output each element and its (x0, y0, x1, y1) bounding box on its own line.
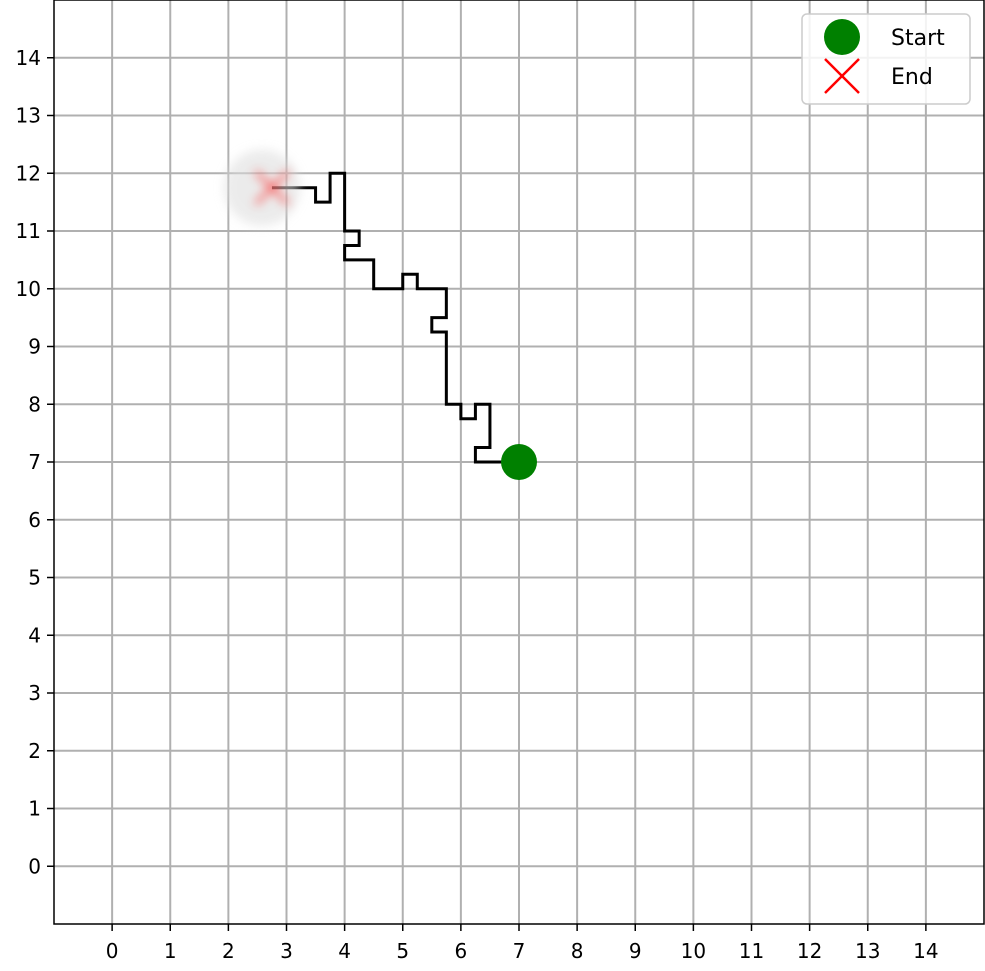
y-tick-label: 8 (28, 392, 41, 416)
path-series (271, 171, 519, 464)
y-tick-label: 11 (16, 219, 41, 243)
y-tick-label: 13 (16, 104, 41, 128)
x-tick-label: 8 (571, 939, 584, 963)
x-tick-label: 2 (222, 939, 235, 963)
x-tick-label: 12 (797, 939, 822, 963)
x-tick-label: 10 (681, 939, 706, 963)
y-tick-label: 2 (28, 739, 41, 763)
legend: Start End (801, 13, 971, 105)
x-tick-label: 6 (455, 939, 468, 963)
x-tick-label: 5 (396, 939, 409, 963)
x-tick-label: 9 (629, 939, 642, 963)
y-tick-label: 0 (28, 854, 41, 878)
x-tick-label: 14 (913, 939, 938, 963)
legend-end-label: End (891, 65, 933, 90)
legend-start-swatch (824, 19, 860, 55)
start-marker (501, 444, 537, 480)
markers (223, 149, 537, 480)
legend-start-label: Start (891, 26, 945, 51)
y-tick-label: 1 (28, 797, 41, 821)
y-tick-label: 9 (28, 335, 41, 359)
y-tick-label: 10 (16, 277, 41, 301)
y-tick-label: 7 (28, 450, 41, 474)
y-tick-label: 12 (16, 161, 41, 185)
path-line (271, 171, 519, 464)
y-tick-label: 14 (16, 46, 41, 70)
legend-end-swatch (824, 58, 860, 94)
x-tick-label: 0 (106, 939, 119, 963)
plot-frame (53, 0, 985, 925)
end-marker (254, 170, 290, 205)
grid (54, 0, 984, 924)
x-tick-label: 3 (280, 939, 293, 963)
end-x-stroke (254, 170, 290, 205)
y-tick-label: 3 (28, 681, 41, 705)
y-tick-label: 4 (28, 623, 41, 647)
x-tick-label: 4 (338, 939, 351, 963)
end-blur-halo (223, 149, 300, 226)
x-tick-label: 13 (855, 939, 880, 963)
x-tick-label: 7 (513, 939, 526, 963)
axes (47, 0, 985, 931)
x-tick-label: 1 (164, 939, 177, 963)
x-tick-label: 11 (739, 939, 764, 963)
y-tick-label: 6 (28, 508, 41, 532)
y-tick-label: 5 (28, 566, 41, 590)
